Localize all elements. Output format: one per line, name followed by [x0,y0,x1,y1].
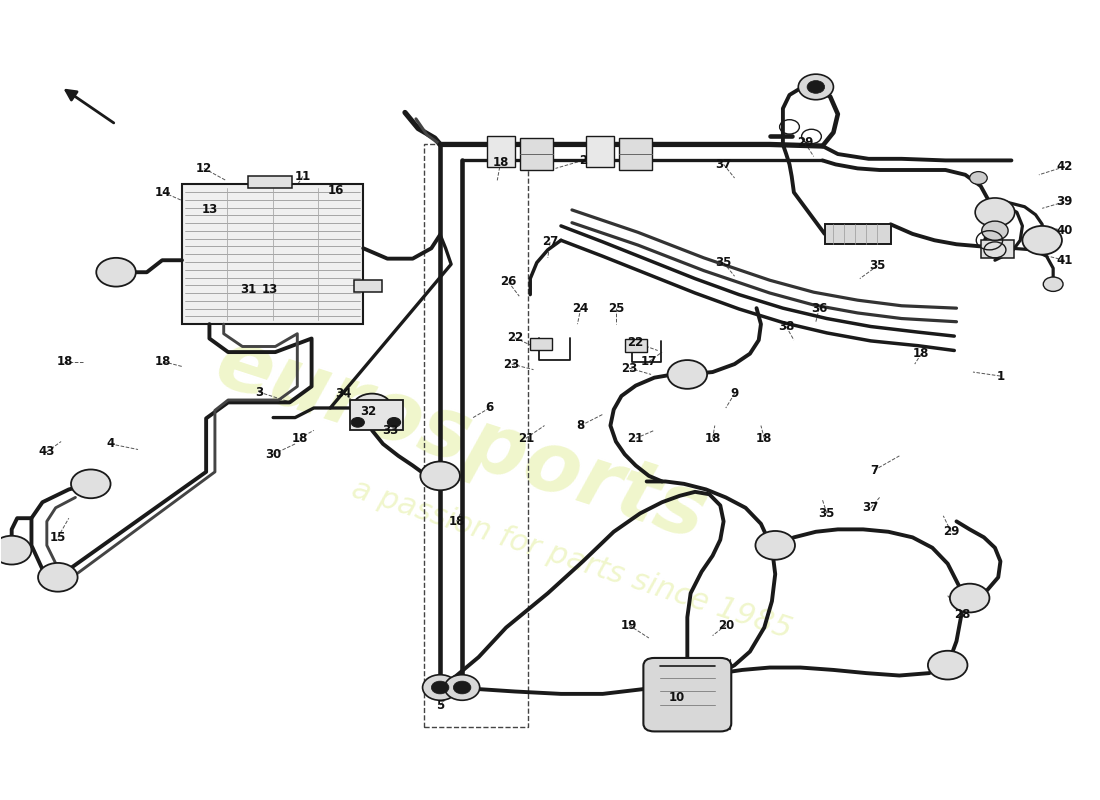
Text: 35: 35 [818,507,835,520]
Text: 41: 41 [1056,254,1072,266]
Circle shape [668,360,707,389]
Text: 35: 35 [869,259,886,272]
Text: 7: 7 [870,464,878,477]
Text: 21: 21 [628,432,643,445]
Text: 32: 32 [361,406,377,418]
Circle shape [422,674,458,700]
Text: 18: 18 [449,515,465,528]
Circle shape [970,171,987,184]
Text: 18: 18 [756,432,772,445]
Bar [424,145,528,727]
Text: 18: 18 [56,355,73,368]
Circle shape [72,470,111,498]
Text: 42: 42 [1056,160,1072,174]
Text: 35: 35 [715,256,732,269]
Circle shape [420,462,460,490]
Text: 17: 17 [640,355,657,368]
Text: 5: 5 [436,698,444,711]
Bar [248,176,292,188]
Text: 20: 20 [717,618,734,632]
Text: 37: 37 [715,158,732,171]
Text: 18: 18 [704,432,720,445]
Bar [487,137,515,167]
Text: 16: 16 [328,184,344,198]
Text: 29: 29 [796,136,813,150]
Text: 25: 25 [607,302,624,314]
Text: 3: 3 [255,386,263,398]
Circle shape [431,681,449,694]
Bar [350,400,403,430]
Text: 18: 18 [155,355,172,368]
FancyBboxPatch shape [644,658,732,731]
Circle shape [351,418,364,427]
Text: 43: 43 [39,446,55,458]
Text: 23: 23 [621,362,637,374]
Text: 10: 10 [668,690,684,703]
Bar [646,658,730,729]
Text: a passion for parts since 1985: a passion for parts since 1985 [349,474,795,645]
Text: 15: 15 [50,531,66,544]
Text: 9: 9 [730,387,739,400]
Circle shape [0,536,32,565]
Text: 4: 4 [107,438,114,450]
Circle shape [39,563,78,592]
Text: 27: 27 [542,235,558,248]
Circle shape [799,74,834,100]
Circle shape [444,674,480,700]
Bar [625,339,647,352]
Text: 18: 18 [493,155,508,169]
Circle shape [453,681,471,694]
Circle shape [807,81,825,94]
Text: 22: 22 [628,336,643,349]
Bar [981,240,1013,258]
Circle shape [976,198,1014,226]
Text: 30: 30 [265,448,282,461]
Text: 12: 12 [196,162,212,175]
Text: 11: 11 [295,170,311,183]
Text: 28: 28 [954,607,970,621]
Text: 13: 13 [201,203,218,217]
Bar [530,338,552,350]
Bar [520,138,553,170]
Bar [619,138,652,170]
Circle shape [928,650,968,679]
Text: 33: 33 [383,424,399,437]
Text: 18: 18 [292,432,308,445]
Text: eurosports: eurosports [207,322,718,558]
Circle shape [97,258,135,286]
Text: 23: 23 [504,358,519,370]
Text: 37: 37 [862,502,879,514]
Text: 19: 19 [620,618,637,632]
Text: 8: 8 [576,419,585,432]
Bar [825,224,891,244]
Text: 13: 13 [262,283,278,296]
Text: 14: 14 [155,186,172,199]
Circle shape [1022,226,1062,254]
Circle shape [1043,277,1063,291]
Bar [182,184,363,324]
Circle shape [756,531,795,560]
Circle shape [982,221,1008,240]
Bar [354,280,382,292]
Circle shape [352,394,392,422]
Text: 26: 26 [500,275,516,288]
Text: 21: 21 [518,432,534,445]
Text: 38: 38 [778,320,794,333]
Text: 18: 18 [913,347,930,360]
Text: 29: 29 [943,526,959,538]
Text: 39: 39 [1056,195,1072,209]
Text: 6: 6 [485,402,494,414]
Circle shape [950,584,989,613]
Text: 22: 22 [507,331,522,344]
Text: 34: 34 [336,387,352,400]
Text: 31: 31 [240,283,256,296]
Bar [586,137,614,167]
Text: 36: 36 [811,302,827,314]
Text: 24: 24 [573,302,588,314]
Circle shape [387,418,400,427]
Text: 2: 2 [579,154,587,167]
Text: 40: 40 [1056,224,1072,237]
Text: 1: 1 [997,370,1004,382]
